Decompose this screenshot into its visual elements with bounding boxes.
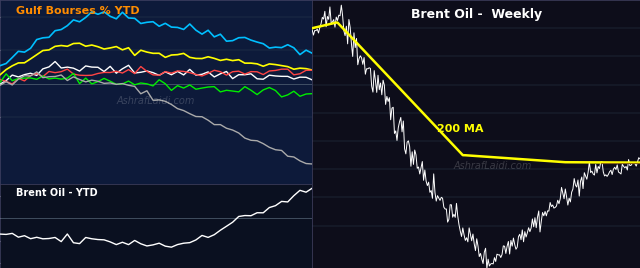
Text: AshrafLaidi.com: AshrafLaidi.com (453, 161, 532, 171)
Text: 9.42: 9.42 (316, 44, 331, 50)
Text: AbuDhabi: AbuDhabi (316, 96, 353, 105)
Text: 4.50: 4.50 (316, 77, 331, 83)
Text: 12.77: 12.77 (316, 205, 335, 211)
Text: AshrafLaidi.com: AshrafLaidi.com (117, 96, 195, 106)
Text: -3.50: -3.50 (316, 136, 333, 142)
Text: Brent Oil - YTD: Brent Oil - YTD (15, 188, 97, 198)
Text: -24.50: -24.50 (316, 170, 338, 176)
Text: Kuwait: Kuwait (316, 22, 341, 31)
Text: Dubai: Dubai (316, 81, 338, 90)
Text: 1.65: 1.65 (316, 103, 331, 109)
Text: Brent Oil -  Weekly: Brent Oil - Weekly (410, 8, 541, 21)
Text: Gulf Bourses % YTD: Gulf Bourses % YTD (15, 6, 140, 16)
Text: 200 MA: 200 MA (436, 124, 483, 134)
Text: 3.67: 3.67 (316, 118, 331, 124)
Text: Saudi: Saudi (316, 114, 337, 124)
Text: Bahrain: Bahrain (316, 55, 345, 65)
Text: Qatar: Qatar (316, 148, 337, 157)
